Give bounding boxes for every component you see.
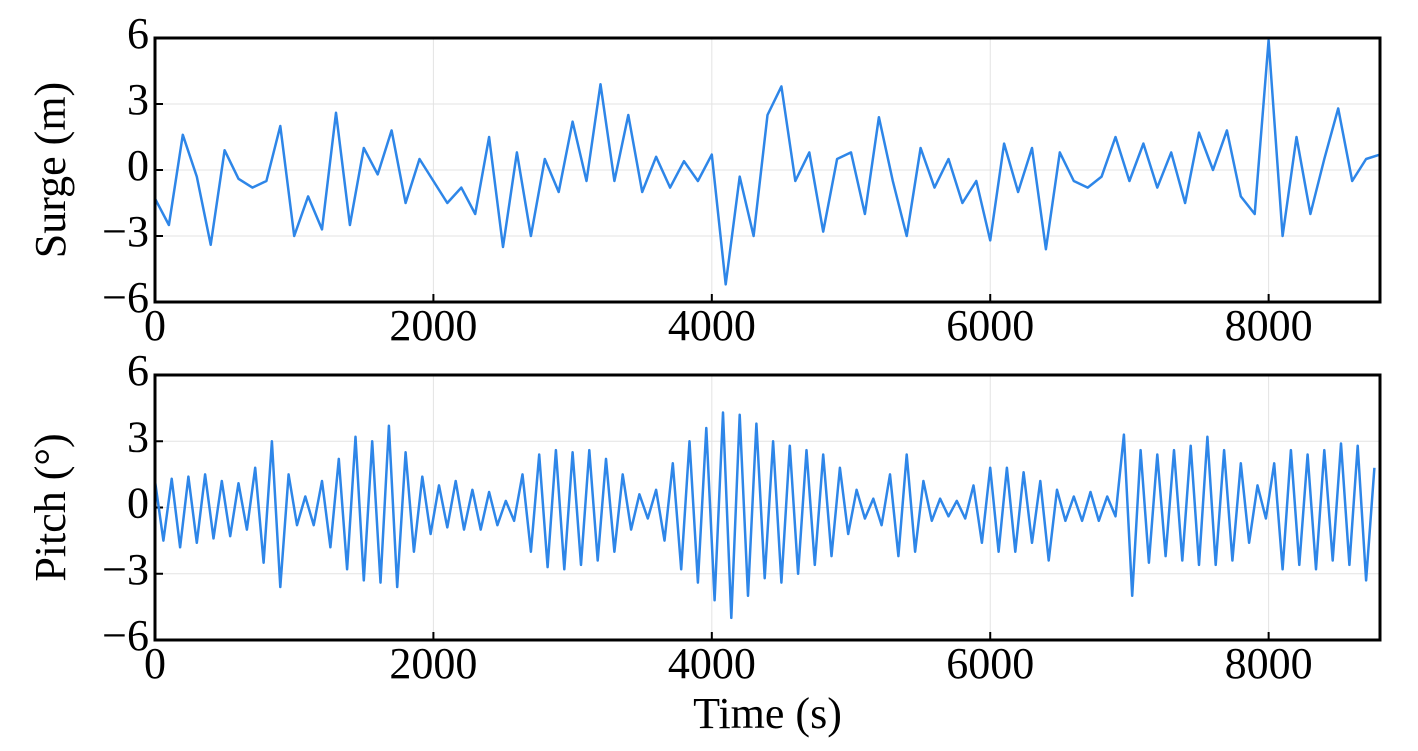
y-tick-label: 3 [127, 412, 149, 461]
x-tick-label: 2000 [389, 639, 477, 688]
data-line [153, 38, 1381, 286]
x-tick-label: 0 [144, 301, 166, 350]
y-axis-label: Pitch (°) [26, 433, 75, 581]
y-tick-label: −6 [102, 611, 149, 660]
y-tick-label: 3 [127, 75, 149, 124]
x-axis-label: Time (s) [693, 689, 842, 738]
x-tick-label: 2000 [389, 301, 477, 350]
y-tick-label: −6 [102, 273, 149, 322]
y-tick-label: 0 [127, 141, 149, 190]
data-line [153, 411, 1376, 620]
y-tick-label: 6 [127, 9, 149, 58]
y-tick-label: −3 [102, 207, 149, 256]
y-axis-label: Surge (m) [26, 82, 75, 258]
x-tick-label: 4000 [668, 639, 756, 688]
x-tick-label: 8000 [1225, 639, 1313, 688]
y-tick-label: 0 [127, 479, 149, 528]
axes-frame [153, 373, 1382, 642]
x-tick-label: 4000 [668, 301, 756, 350]
axes-frame [153, 36, 1382, 304]
x-tick-label: 6000 [946, 301, 1034, 350]
x-tick-label: 8000 [1225, 301, 1313, 350]
x-tick-label: 6000 [946, 639, 1034, 688]
y-tick-label: −3 [102, 545, 149, 594]
y-tick-label: 6 [127, 346, 149, 395]
x-tick-label: 0 [144, 639, 166, 688]
